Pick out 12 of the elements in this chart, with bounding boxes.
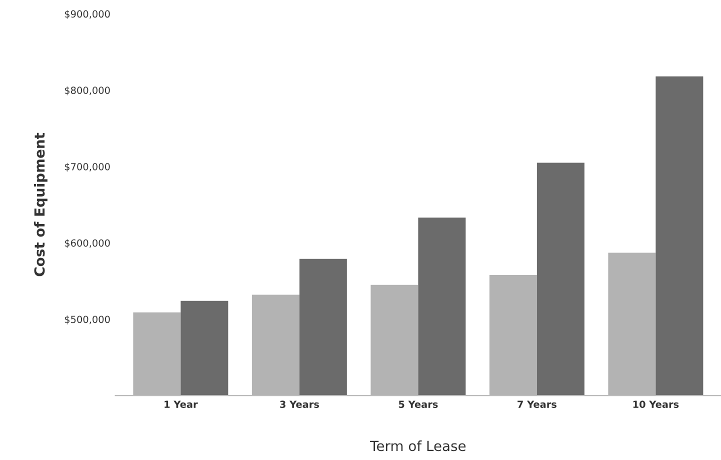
x-tick-label: 7 Years bbox=[518, 400, 556, 408]
y-tick-label: $500,000 bbox=[64, 316, 110, 324]
y-tick-label: $800,000 bbox=[64, 86, 110, 96]
x-tick-label: 5 Years bbox=[398, 400, 438, 408]
y-tick-label: $900,000 bbox=[64, 10, 110, 19]
x-axis-title: Term of Lease bbox=[370, 440, 466, 452]
y-tick-label: $700,000 bbox=[64, 162, 110, 172]
y-tick-label: $600,000 bbox=[64, 239, 110, 248]
y-axis-title: Cost of Equipment bbox=[34, 132, 48, 276]
x-tick-label: 1 Year bbox=[164, 400, 198, 408]
x-tick-label: 3 Years bbox=[280, 400, 319, 408]
x-tick-label: 10 Years bbox=[633, 400, 679, 408]
